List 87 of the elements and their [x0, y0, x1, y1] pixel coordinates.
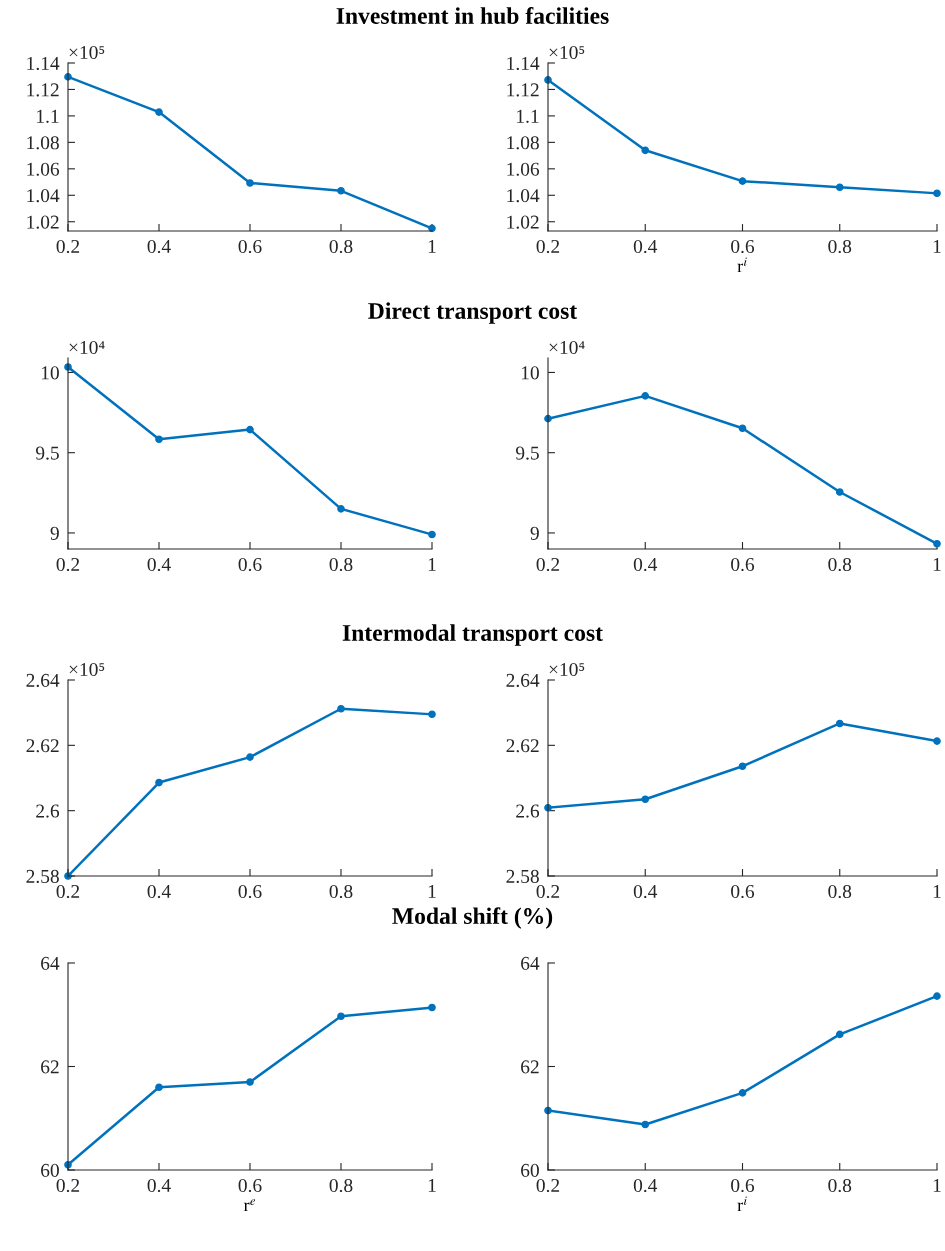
x-tick-label: 0.2: [56, 239, 80, 254]
x-tick-label: 0.6: [238, 239, 262, 254]
y-tick-label: 9: [530, 526, 539, 540]
x-tick-label: 0.4: [147, 557, 171, 572]
y-tick-label: 1.14: [507, 56, 540, 71]
y-tick-label: 60: [41, 1163, 59, 1177]
x-tick-label: 0.2: [56, 1178, 80, 1193]
y-tick-label: 2.62: [506, 739, 539, 753]
x-axis-title: r$^{i}$: [737, 257, 747, 273]
x-tick-label: 1: [933, 557, 941, 571]
x-tick-label: 0.6: [238, 884, 262, 899]
x-tick-label: 1: [428, 239, 436, 253]
chart-title: Investment in hub facilities: [336, 7, 609, 24]
y-tick-label: 2.62: [26, 739, 59, 753]
x-tick-label: 0.6: [731, 1178, 755, 1193]
x-tick-label: 0.6: [731, 884, 755, 899]
x-tick-label: 0.4: [147, 1178, 171, 1193]
x-tick-label: 0.6: [238, 1178, 262, 1193]
text: ×10⁴: [69, 340, 105, 355]
x-tick-label: 1: [428, 557, 436, 571]
y-tick-label: 64: [521, 956, 540, 970]
x-tick-label: 0.8: [828, 239, 852, 254]
y-tick-label: 1.02: [27, 215, 59, 229]
y-tick-label: 64: [41, 956, 60, 970]
y-tick-label: 2.64: [506, 673, 540, 688]
y-tick-label: 1.12: [27, 83, 59, 97]
y-tick-label: 9: [50, 526, 59, 540]
y-tick-label: 1.06: [507, 162, 540, 176]
y-tick-label: 1.02: [507, 215, 539, 229]
x-tick-label: 0.6: [238, 557, 262, 572]
y-tick-label: 1.14: [27, 56, 60, 71]
chart-title: Intermodal transport cost: [342, 624, 603, 646]
x-tick-label: 0.8: [329, 1178, 353, 1193]
x-tick-label: 0.4: [633, 1178, 658, 1193]
y-tick-label: 1.08: [27, 136, 59, 150]
text: ×10⁵: [549, 662, 585, 677]
x-tick-label: 1: [428, 884, 436, 898]
x-tick-label: 0.2: [536, 557, 560, 572]
y-tick-label: 10: [41, 366, 59, 380]
y-tick-label: 1.04: [27, 189, 60, 203]
x-tick-label: 0.8: [828, 1178, 852, 1193]
x-tick-label: 1: [933, 1178, 941, 1192]
x-tick-label: 0.8: [828, 557, 852, 572]
y-tick-label: 1.06: [27, 162, 60, 176]
text: ×10⁵: [69, 662, 105, 677]
x-tick-label: 0.2: [536, 884, 560, 899]
x-tick-label: 0.4: [633, 239, 658, 254]
y-tick-label: 1.12: [507, 83, 539, 97]
x-tick-label: 0.6: [731, 557, 755, 572]
x-tick-label: 0.2: [536, 239, 560, 254]
y-tick-label: 62: [41, 1060, 59, 1074]
text: ×10⁵: [549, 45, 585, 60]
x-tick-label: 0.8: [828, 884, 852, 899]
x-tick-label: 0.6: [731, 239, 755, 254]
y-tick-label: 1.1: [517, 109, 539, 123]
y-tick-label: 1.08: [507, 136, 539, 150]
text: ×10⁴: [549, 340, 585, 355]
x-tick-label: 0.8: [329, 557, 353, 572]
x-axis-title: r$^{i}$: [737, 1196, 747, 1212]
text: ×10⁵: [69, 45, 105, 60]
x-tick-label: 1: [428, 1178, 436, 1192]
x-tick-label: 0.4: [633, 557, 658, 572]
y-tick-label: 1.1: [37, 109, 59, 123]
x-tick-label: 1: [933, 884, 941, 898]
x-tick-label: 0.8: [329, 239, 353, 254]
x-axis-title: r$^{e}$: [243, 1199, 256, 1212]
y-tick-label: 1.04: [507, 189, 540, 203]
x-tick-label: 0.2: [536, 1178, 560, 1193]
y-tick-label: 62: [521, 1060, 539, 1074]
x-tick-label: 0.4: [147, 239, 171, 254]
x-tick-label: 0.4: [633, 884, 658, 899]
y-tick-label: 2.64: [26, 673, 60, 688]
chart-title: Direct transport cost: [368, 302, 578, 324]
y-tick-label: 60: [521, 1163, 539, 1177]
x-tick-label: 0.4: [147, 884, 171, 899]
y-tick-label: 9.5: [515, 446, 539, 460]
chart-title: Modal shift (%): [392, 907, 553, 929]
x-tick-label: 0.2: [56, 557, 80, 572]
y-tick-label: 10: [521, 366, 539, 380]
y-tick-label: 9.5: [35, 446, 59, 460]
y-tick-label: 2.58: [26, 869, 59, 884]
y-tick-label: 2.58: [506, 869, 539, 884]
x-tick-label: 0.2: [56, 884, 80, 899]
y-tick-label: 2.6: [516, 804, 540, 818]
x-tick-label: 0.8: [329, 884, 353, 899]
x-tick-label: 1: [933, 239, 941, 253]
y-tick-label: 2.6: [36, 804, 60, 818]
